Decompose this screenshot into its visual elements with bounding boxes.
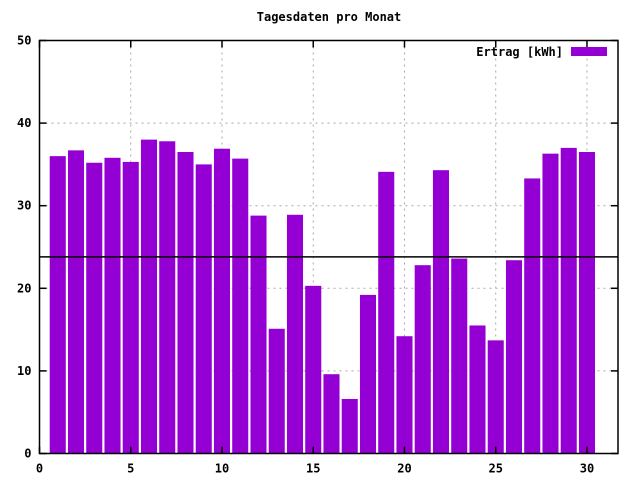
plot-border (38, 39, 619, 455)
bar-day-16 (323, 374, 340, 454)
bar-day-22 (432, 170, 450, 454)
bar-day-21 (414, 265, 431, 454)
bar-day-26 (505, 260, 523, 454)
bar-day-15 (305, 285, 322, 454)
legend: Ertrag [kWh] (476, 44, 607, 59)
x-tick-label: 20 (397, 462, 411, 476)
bar-day-28 (542, 153, 559, 454)
bar-day-23 (451, 258, 468, 454)
y-tick-label: 40 (17, 116, 31, 130)
bar-day-24 (469, 325, 486, 454)
bar-day-17 (341, 398, 358, 454)
bar-day-11 (232, 158, 249, 454)
x-tick-label: 0 (36, 462, 43, 476)
bar-day-6 (140, 139, 158, 454)
bar-day-12 (250, 215, 267, 454)
legend-swatch (571, 47, 607, 56)
bar-day-9 (195, 164, 212, 454)
x-tick-label: 25 (489, 462, 503, 476)
x-tick-label: 10 (215, 462, 229, 476)
bar-day-14 (286, 214, 304, 454)
bar-day-10 (213, 148, 231, 454)
bar-day-18 (359, 294, 377, 454)
bar-day-1 (49, 156, 66, 454)
x-tick-label: 5 (127, 462, 134, 476)
legend-label: Ertrag [kWh] (476, 44, 563, 59)
y-tick-label: 10 (17, 364, 31, 378)
bar-day-20 (396, 336, 413, 454)
bar-day-3 (86, 162, 103, 454)
y-tick-label: 30 (17, 199, 31, 213)
y-tick-label: 50 (17, 34, 31, 48)
x-tick-label: 30 (580, 462, 594, 476)
bar-day-8 (177, 152, 194, 454)
bar-day-29 (560, 147, 577, 454)
bar-day-7 (159, 141, 176, 454)
bar-day-13 (268, 328, 285, 454)
chart-title: Tagesdaten pro Monat (256, 10, 402, 24)
y-tick-label: 0 (24, 447, 31, 461)
bar-day-30 (578, 152, 596, 454)
bar-day-27 (524, 178, 541, 454)
bar-day-25 (487, 340, 504, 454)
y-tick-label: 20 (17, 281, 31, 295)
bar-day-2 (67, 150, 85, 454)
bar-day-19 (378, 171, 395, 454)
bar-day-5 (122, 161, 139, 454)
bar-day-4 (104, 157, 121, 454)
x-tick-label: 15 (306, 462, 320, 476)
